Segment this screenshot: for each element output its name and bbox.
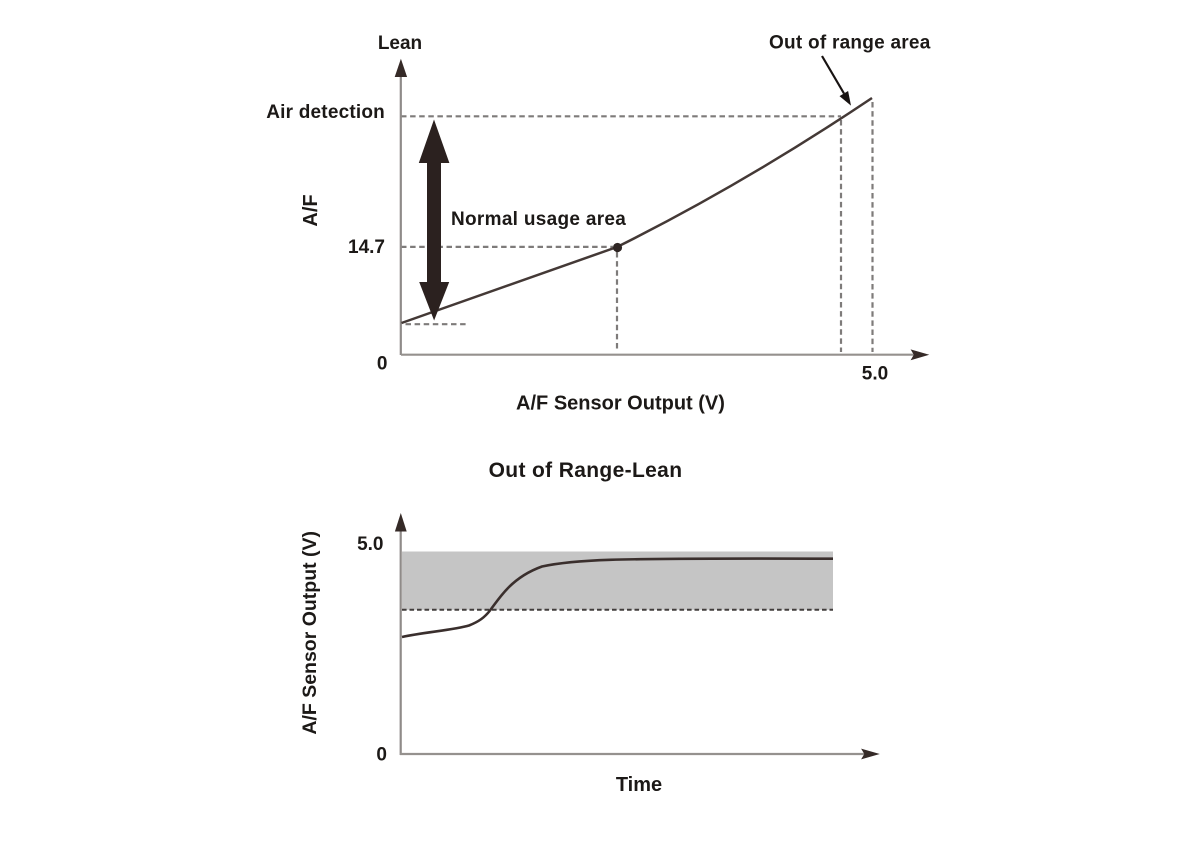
svg-text:Out of range area: Out of range area (769, 33, 931, 54)
svg-text:5.0: 5.0 (862, 364, 888, 385)
svg-text:5.0: 5.0 (357, 534, 383, 555)
svg-text:0: 0 (376, 745, 387, 766)
svg-text:14.7: 14.7 (348, 237, 385, 258)
svg-text:A/F: A/F (300, 194, 322, 226)
svg-text:Normal usage area: Normal usage area (451, 209, 626, 230)
svg-text:Air detection: Air detection (266, 102, 385, 123)
svg-text:Out of Range-Lean: Out of Range-Lean (489, 459, 683, 482)
svg-text:A/F Sensor Output (V): A/F Sensor Output (V) (299, 531, 321, 735)
svg-text:Lean: Lean (378, 33, 422, 54)
svg-text:A/F Sensor Output (V): A/F Sensor Output (V) (516, 393, 725, 415)
svg-text:Time: Time (616, 774, 662, 796)
svg-text:0: 0 (377, 354, 388, 375)
